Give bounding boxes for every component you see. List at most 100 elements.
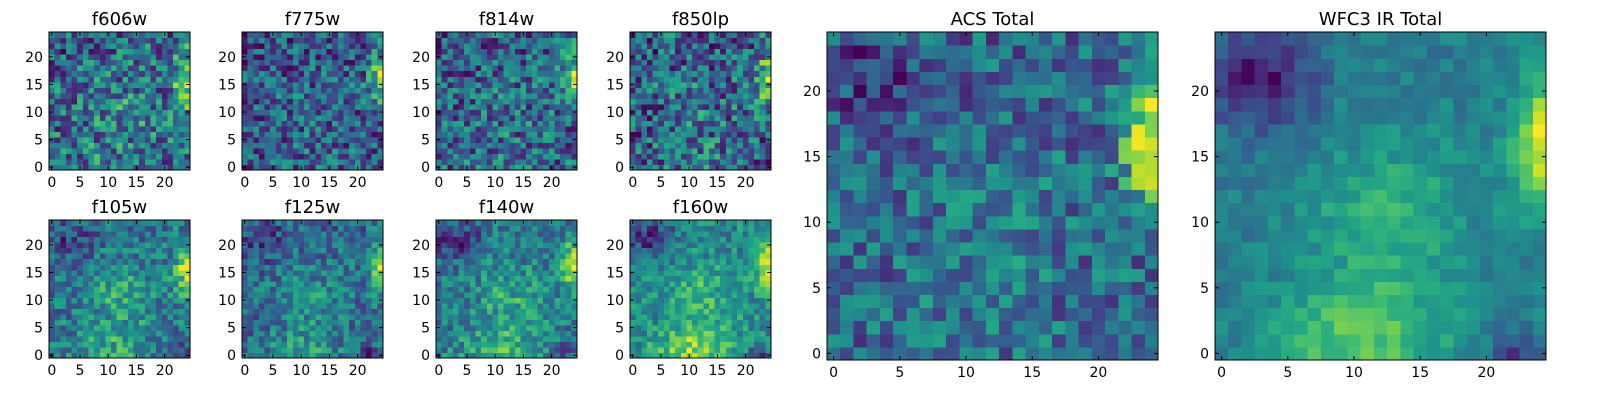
panel-title: f775w [285,9,340,30]
heatmap-cell [509,59,516,66]
heatmap-cell [82,280,90,287]
heatmap-cell [548,114,556,121]
heatmap-cell [315,125,322,132]
heatmap-cell [49,76,56,83]
heatmap-cell [343,87,350,94]
heatmap-cell [173,147,180,155]
heatmap-cell [731,70,738,77]
heatmap-cell [281,319,288,326]
heatmap-cell [554,269,561,276]
heatmap-cell [571,120,578,127]
heatmap-cell [646,275,654,282]
heatmap-cell [60,103,67,110]
heatmap-cell [509,164,516,171]
heatmap-cell [708,125,716,132]
heatmap-cell [270,158,277,166]
heatmap-cell [139,147,146,155]
heatmap-cell [742,131,750,138]
heatmap-cell [520,242,527,249]
heatmap-cell [144,92,152,99]
heatmap-cell [458,231,465,238]
heatmap-cell [116,297,123,304]
heatmap-cell [116,54,123,61]
heatmap-cell [150,324,157,331]
heatmap-cell [748,81,755,88]
heatmap-cell [133,76,140,83]
heatmap-cell [122,225,129,232]
heatmap-cell [371,87,378,94]
heatmap-cell [88,158,95,166]
heatmap-cell [65,220,73,227]
heatmap-cell [686,297,693,304]
heatmap-cell [326,76,333,83]
heatmap-cell [737,103,744,110]
heatmap-cell [475,125,482,132]
heatmap-cell [754,280,761,287]
heatmap-cell [447,136,454,143]
x-tick-label: 15 [321,175,339,191]
heatmap-cell [366,335,373,343]
heatmap-cell [565,220,572,227]
heatmap-cell [509,313,516,320]
heatmap-cell [554,346,561,354]
heatmap-cell [452,308,460,315]
heatmap-cell [156,275,163,282]
heatmap-cell [526,236,533,243]
heatmap-cell [343,220,350,227]
heatmap-cell [737,87,744,94]
heatmap-cell [765,275,772,282]
heatmap-cell [287,54,294,61]
heatmap-cell [675,65,682,72]
heatmap-cell [714,54,721,61]
heatmap-cell [543,98,550,105]
heatmap-cell [447,253,454,260]
heatmap-cell [139,247,146,254]
heatmap-cell [332,286,339,293]
heatmap-cell [537,231,544,238]
heatmap-cell [680,319,687,326]
heatmap-cell [178,147,185,155]
heatmap-cell [258,125,266,132]
heatmap-cell [88,275,95,282]
x-tick-label: 10 [680,175,698,191]
heatmap-cell [304,37,311,44]
heatmap-cell [548,346,556,354]
heatmap-cell [337,136,345,143]
heatmap-cell [144,37,152,44]
heatmap-cell [537,70,544,77]
heatmap-cell [332,147,339,155]
heatmap-cell [452,225,460,232]
heatmap-cell [309,275,316,282]
heatmap-cell [503,341,510,348]
heatmap-cell [178,319,185,326]
heatmap-cell [65,76,73,83]
heatmap-cell [554,319,561,326]
heatmap-cell [481,147,488,155]
heatmap-cell [469,286,477,293]
heatmap-cell [554,131,561,138]
heatmap-cell [292,114,299,121]
heatmap-cell [184,247,191,254]
heatmap-cell [565,59,572,66]
heatmap-cell [560,302,567,309]
heatmap-cell [486,109,493,116]
heatmap-cell [354,335,362,343]
heatmap-cell [492,269,499,276]
heatmap-cell [161,70,169,77]
x-tick-label: 15 [128,363,146,379]
heatmap-cell [354,158,362,166]
heatmap-cell [548,54,556,61]
heatmap-cell [543,158,550,166]
heatmap-cell [680,158,687,166]
heatmap-cell [94,103,101,110]
heatmap-cell [258,70,266,77]
heatmap-cell [320,225,328,232]
heatmap-cell [178,302,185,309]
heatmap-cell [281,43,288,50]
heatmap-cell [167,98,174,105]
heatmap-cell [703,302,710,309]
heatmap-cell [60,164,67,171]
heatmap-cell [253,242,260,249]
heatmap-cell [697,313,704,320]
heatmap-cell [111,125,118,132]
